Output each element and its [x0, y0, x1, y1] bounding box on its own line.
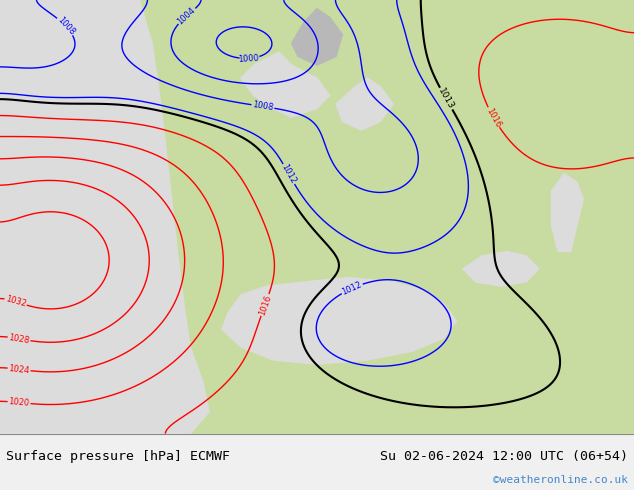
Text: 1012: 1012	[280, 163, 298, 185]
Polygon shape	[336, 78, 393, 130]
Text: 1016: 1016	[484, 106, 503, 129]
Text: 1016: 1016	[257, 294, 273, 317]
Polygon shape	[552, 173, 583, 251]
Text: 1000: 1000	[237, 53, 259, 64]
Polygon shape	[241, 52, 330, 117]
Text: 1028: 1028	[8, 333, 30, 345]
Text: 1024: 1024	[8, 364, 30, 375]
Text: ©weatheronline.co.uk: ©weatheronline.co.uk	[493, 475, 628, 485]
Polygon shape	[222, 277, 456, 364]
Polygon shape	[463, 251, 539, 286]
Text: 1004: 1004	[176, 5, 197, 26]
Text: Su 02-06-2024 12:00 UTC (06+54): Su 02-06-2024 12:00 UTC (06+54)	[380, 450, 628, 463]
Text: Surface pressure [hPa] ECMWF: Surface pressure [hPa] ECMWF	[6, 450, 230, 463]
Polygon shape	[292, 9, 342, 65]
Text: 1032: 1032	[4, 294, 27, 309]
Text: 1013: 1013	[437, 86, 456, 111]
Text: 1008: 1008	[252, 100, 274, 113]
Text: 1012: 1012	[340, 280, 363, 297]
Text: 1008: 1008	[55, 15, 76, 37]
Polygon shape	[0, 0, 209, 434]
Text: 1020: 1020	[8, 397, 30, 408]
